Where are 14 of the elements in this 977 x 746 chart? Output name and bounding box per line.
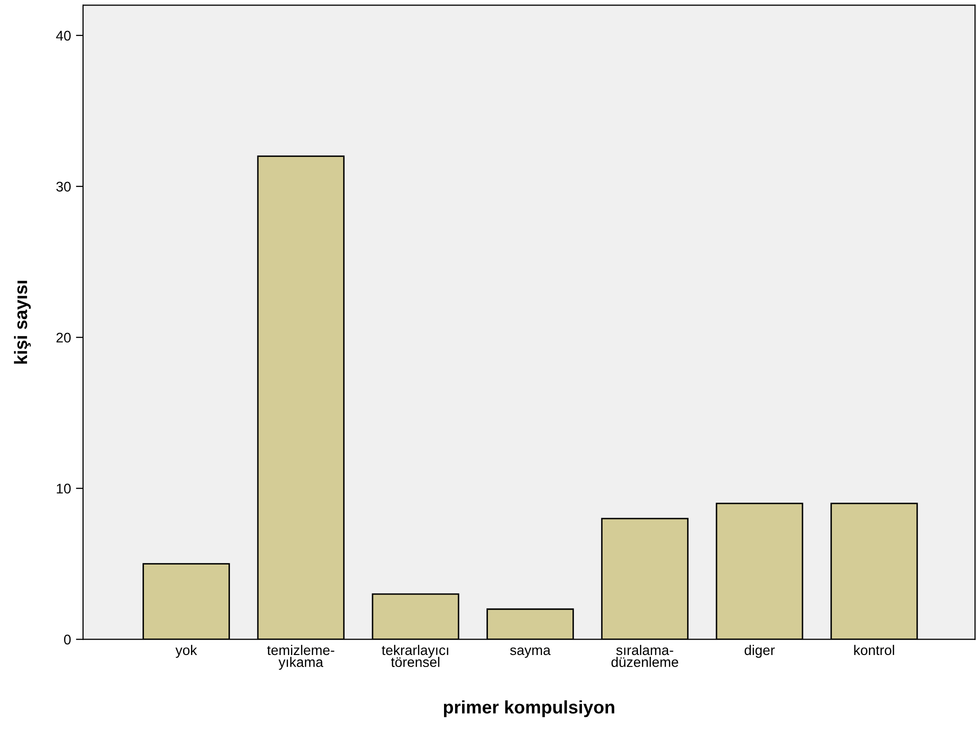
y-axis-title: kişi sayısı [14,280,31,364]
x-axis-title: primer kompulsiyon [444,700,614,718]
y-tick-label: 10 [56,484,71,494]
x-tick-label: temizleme- yıkama [267,644,334,670]
y-tick-label: 20 [56,332,71,343]
y-tick-label: 40 [56,30,71,41]
x-tick-label: diger [744,644,775,658]
y-tick-label: 0 [64,634,71,644]
x-tick-label: tekrarlayıcı törensel [382,644,448,668]
x-tick-label: kontrol [854,644,894,656]
y-tick-label: 30 [56,182,71,192]
x-tick-label: sayma [510,647,551,658]
x-tick-label: yok [175,644,198,658]
x-tick-label: sıralama- düzenleme [611,644,678,668]
